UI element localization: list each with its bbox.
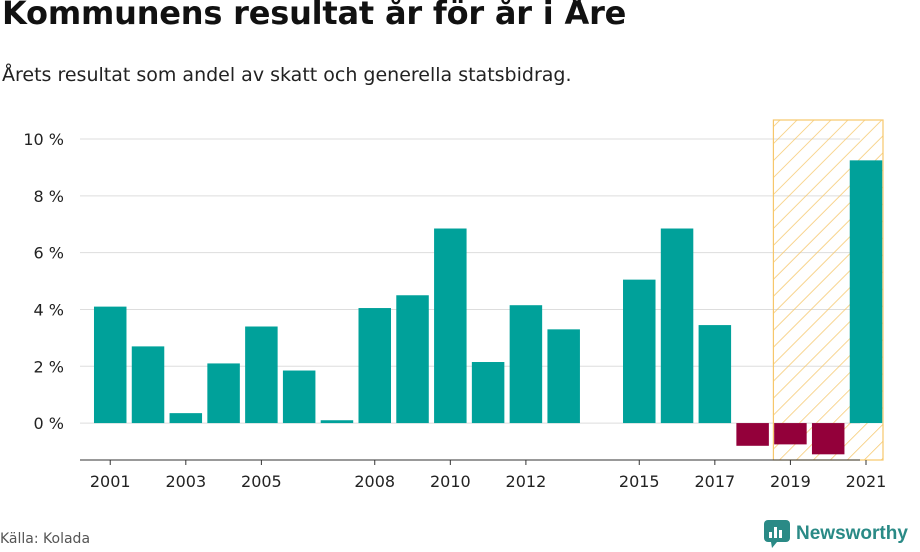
- bar: [93, 306, 127, 424]
- bar: [736, 423, 769, 446]
- x-tick-label: 2005: [241, 472, 282, 491]
- x-tick-label: 2019: [770, 472, 811, 491]
- x-tick-label: 2010: [430, 472, 471, 491]
- source-note: Källa: Kolada: [0, 531, 91, 547]
- x-tick-label: 2001: [90, 472, 131, 491]
- x-tick-label: 2015: [619, 472, 660, 491]
- bar: [623, 279, 656, 424]
- bar: [434, 228, 467, 424]
- bar: [698, 325, 732, 424]
- y-tick-label: 10 %: [23, 130, 64, 149]
- bar: [547, 329, 580, 424]
- y-tick-label: 2 %: [34, 357, 64, 376]
- bar: [660, 228, 694, 424]
- y-tick-label: 4 %: [34, 300, 64, 319]
- chart-title: Kommunens resultat år för år i Åre: [2, 0, 627, 32]
- chart-subtitle: Årets resultat som andel av skatt och ge…: [2, 64, 572, 86]
- x-tick-label: 2012: [506, 472, 547, 491]
- bar: [169, 413, 203, 424]
- bar: [131, 346, 165, 424]
- bar: [207, 363, 240, 424]
- x-tick-label: 2003: [165, 472, 206, 491]
- bar: [282, 370, 316, 424]
- newsworthy-logo-icon: [764, 520, 790, 548]
- bar: [396, 295, 429, 424]
- y-tick-label: 0 %: [34, 414, 64, 433]
- y-tick-label: 8 %: [34, 187, 64, 206]
- bar: [509, 305, 543, 424]
- bar: [811, 423, 845, 455]
- newsworthy-brand: Newsworthy: [764, 520, 908, 548]
- bar: [358, 308, 391, 424]
- x-tick-label: 2017: [694, 472, 735, 491]
- brand-name: Newsworthy: [796, 523, 908, 544]
- bar: [774, 423, 807, 445]
- bar: [849, 160, 883, 424]
- x-tick-label: 2021: [846, 472, 887, 491]
- bar: [471, 362, 505, 424]
- bar: [245, 326, 278, 424]
- y-tick-label: 6 %: [34, 244, 64, 263]
- x-tick-label: 2008: [354, 472, 395, 491]
- bar: [320, 420, 354, 424]
